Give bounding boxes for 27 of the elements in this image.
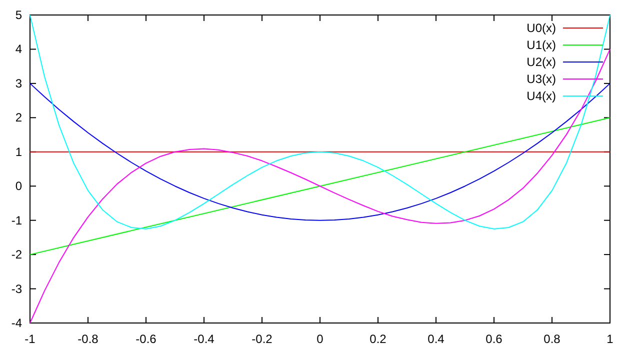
x-tick-label: 0.8 (544, 332, 561, 346)
y-tick-label: 1 (15, 144, 22, 159)
x-tick-label: -0.8 (78, 332, 99, 346)
y-tick-label: -3 (11, 282, 22, 296)
legend-label: U4(x) (526, 89, 556, 103)
y-tick-label: 5 (15, 8, 22, 22)
line-series (30, 14, 610, 230)
x-tick-label: -0.2 (252, 332, 273, 346)
x-tick-label: -0.6 (136, 332, 157, 346)
y-tick-label: 3 (15, 76, 22, 90)
x-tick-label: -0.4 (194, 332, 215, 346)
y-tick-label: -4 (11, 316, 22, 330)
y-tick-label: -1 (11, 213, 22, 228)
legend-label: U1(x) (526, 38, 556, 52)
y-tick-label: 4 (15, 42, 22, 56)
y-tick-label: -2 (11, 248, 22, 262)
legend-label: U2(x) (526, 55, 556, 69)
legend-label: U0(x) (526, 21, 556, 35)
x-tick-label: 0.2 (370, 332, 387, 346)
x-tick-label: 1 (606, 332, 614, 346)
x-tick-label: -1 (24, 332, 36, 346)
y-tick-label: 0 (15, 179, 22, 194)
x-tick-label: 0 (316, 332, 324, 346)
x-tick-label: 0.6 (486, 332, 503, 346)
x-tick-label: 0.4 (428, 332, 445, 346)
legend-label: U3(x) (526, 72, 556, 86)
y-tick-label: 2 (15, 110, 22, 125)
